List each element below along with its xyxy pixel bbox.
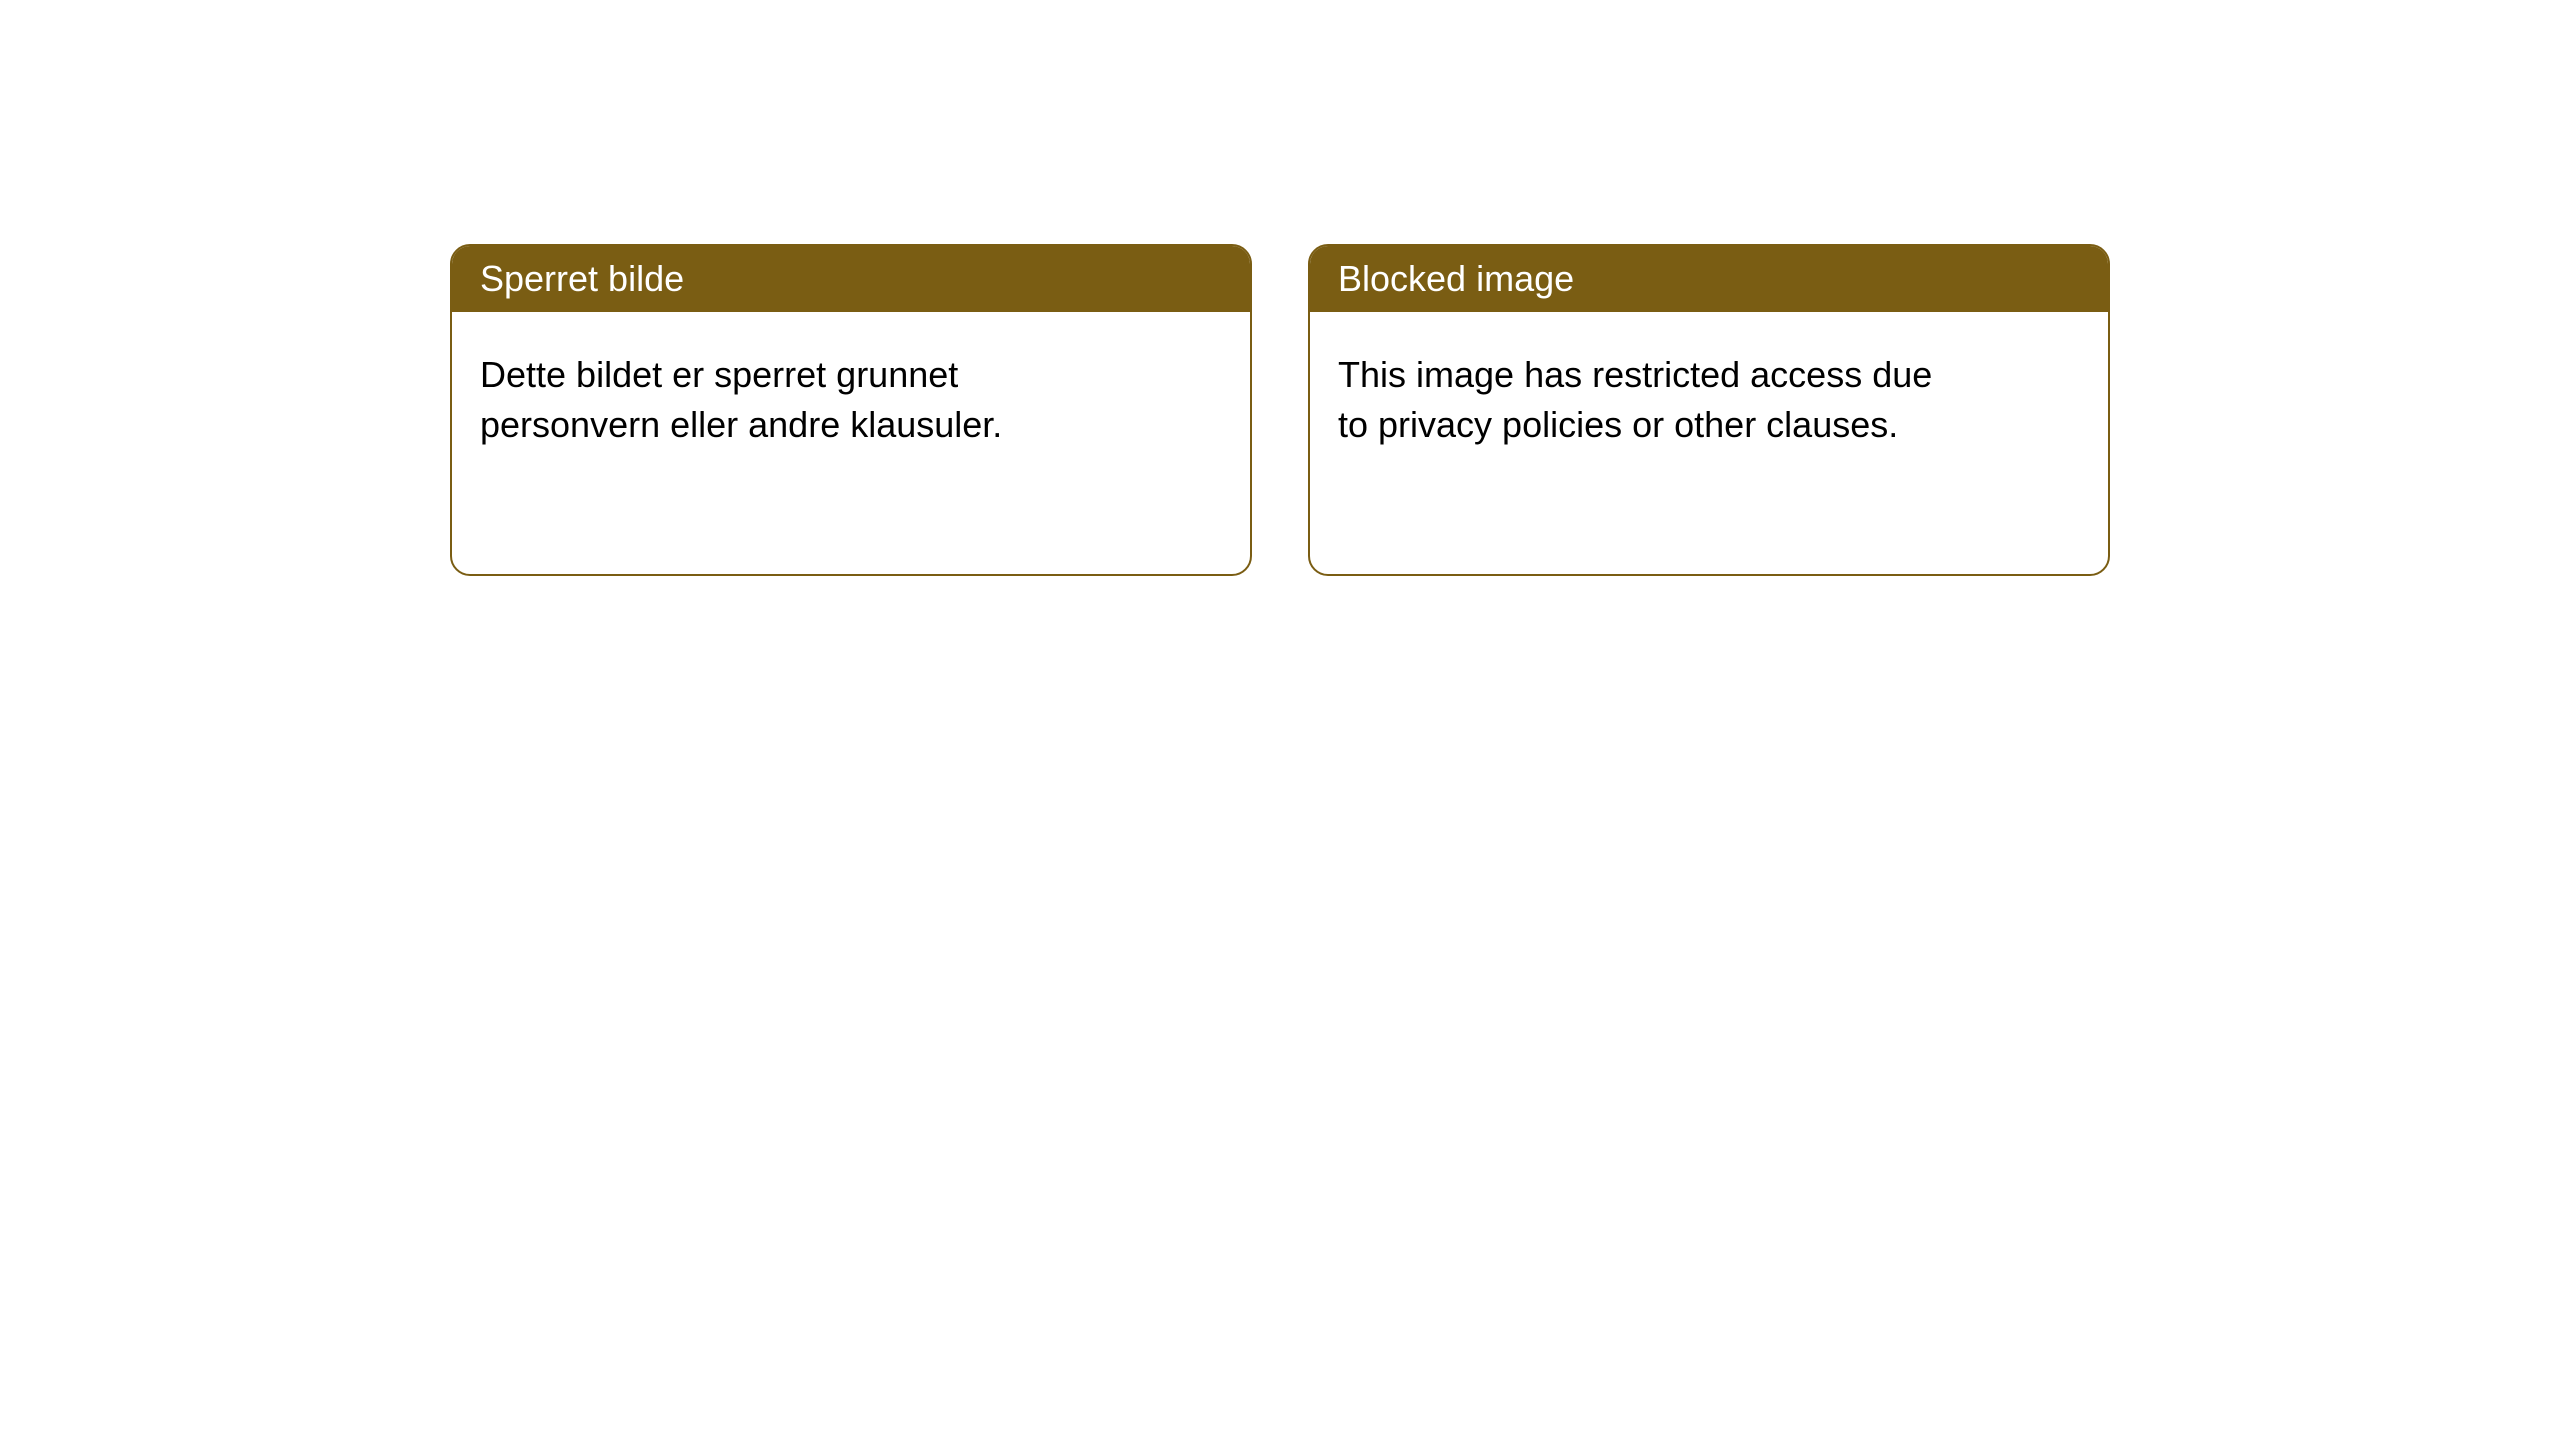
notice-container: Sperret bilde Dette bildet er sperret gr…: [0, 0, 2560, 576]
notice-card-english: Blocked image This image has restricted …: [1308, 244, 2110, 576]
notice-text: This image has restricted access due to …: [1338, 354, 1932, 445]
notice-card-norwegian: Sperret bilde Dette bildet er sperret gr…: [450, 244, 1252, 576]
notice-header: Sperret bilde: [452, 246, 1250, 312]
notice-text: Dette bildet er sperret grunnet personve…: [480, 354, 1002, 445]
notice-body: Dette bildet er sperret grunnet personve…: [452, 312, 1132, 489]
notice-title: Blocked image: [1338, 258, 1574, 299]
notice-body: This image has restricted access due to …: [1310, 312, 1990, 489]
notice-title: Sperret bilde: [480, 258, 684, 299]
notice-header: Blocked image: [1310, 246, 2108, 312]
